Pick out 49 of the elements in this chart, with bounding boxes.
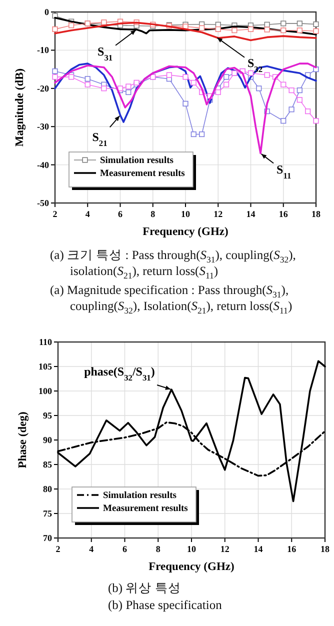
x-tick-label: 18 bbox=[312, 209, 321, 219]
x-axis-title: Frequency (GHz) bbox=[142, 226, 229, 238]
y-tick-label: 95 bbox=[43, 410, 52, 420]
x-tick-label: 10 bbox=[181, 209, 190, 219]
y-tick-label: 0 bbox=[44, 7, 50, 17]
x-tick-label: 18 bbox=[320, 544, 330, 554]
y-tick-label: 70 bbox=[43, 533, 52, 543]
x-tick-label: 16 bbox=[287, 544, 297, 554]
y-tick-label: 85 bbox=[43, 460, 52, 470]
y-axis-title: Magnitude (dB) bbox=[14, 68, 26, 147]
y-tick-label: -40 bbox=[37, 160, 50, 170]
x-tick-label: 16 bbox=[278, 209, 288, 219]
annotation: S$_{11}$ bbox=[276, 162, 292, 180]
legend-label: Measurement results bbox=[103, 504, 188, 514]
annotation: phase(S$_{32}$/S$_{31}$) bbox=[84, 364, 155, 382]
text: (b) 위상 특성 bbox=[108, 580, 182, 596]
x-tick-label: 8 bbox=[150, 209, 156, 219]
x-tick-label: 6 bbox=[122, 544, 128, 554]
y-tick-label: 110 bbox=[38, 337, 52, 347]
annotation: S$_{21}$ bbox=[92, 130, 108, 148]
y-axis-title: Phase (deg) bbox=[17, 412, 29, 468]
text: (a) 크기 특성 : Pass through(S$_{31}$), coupling(S$_{32}$), isolation(S$_{21}$), return loss(S$_{11}$) bbox=[50, 248, 296, 280]
x-tick-label: 12 bbox=[220, 544, 230, 554]
text: (b) Phase specification bbox=[108, 597, 223, 613]
x-tick-label: 6 bbox=[118, 209, 123, 219]
legend-label: Simulation results bbox=[100, 156, 174, 166]
y-tick-label: 80 bbox=[43, 484, 52, 494]
x-tick-label: 10 bbox=[187, 544, 196, 554]
y-tick-label: 100 bbox=[38, 386, 52, 396]
legend-label: Simulation results bbox=[103, 491, 177, 501]
x-tick-label: 14 bbox=[254, 544, 264, 554]
y-tick-label: -50 bbox=[37, 198, 50, 208]
x-tick-label: 4 bbox=[89, 544, 94, 554]
x-tick-label: 12 bbox=[214, 209, 224, 219]
x-tick-label: 2 bbox=[56, 544, 61, 554]
legend-label: Measurement results bbox=[100, 169, 186, 179]
y-tick-label: -30 bbox=[37, 122, 50, 132]
y-tick-label: 105 bbox=[38, 362, 52, 372]
x-tick-label: 14 bbox=[246, 209, 256, 219]
x-tick-label: 4 bbox=[85, 209, 90, 219]
annotation: S$_{31}$ bbox=[98, 44, 113, 62]
y-tick-label: 75 bbox=[43, 508, 52, 518]
y-tick-label: 90 bbox=[43, 435, 52, 445]
y-tick-label: -10 bbox=[37, 45, 50, 56]
text: (a) Magnitude specification : Pass through(S$_{31}$), coupling(S$_{32}$), Isolation(S$_{21}$), return loss(S$_{11}$) bbox=[50, 283, 292, 316]
x-tick-label: 2 bbox=[52, 209, 58, 219]
y-tick-label: -20 bbox=[37, 83, 50, 94]
x-axis-title: Frequency (GHz) bbox=[148, 561, 235, 573]
x-tick-label: 8 bbox=[156, 544, 161, 554]
